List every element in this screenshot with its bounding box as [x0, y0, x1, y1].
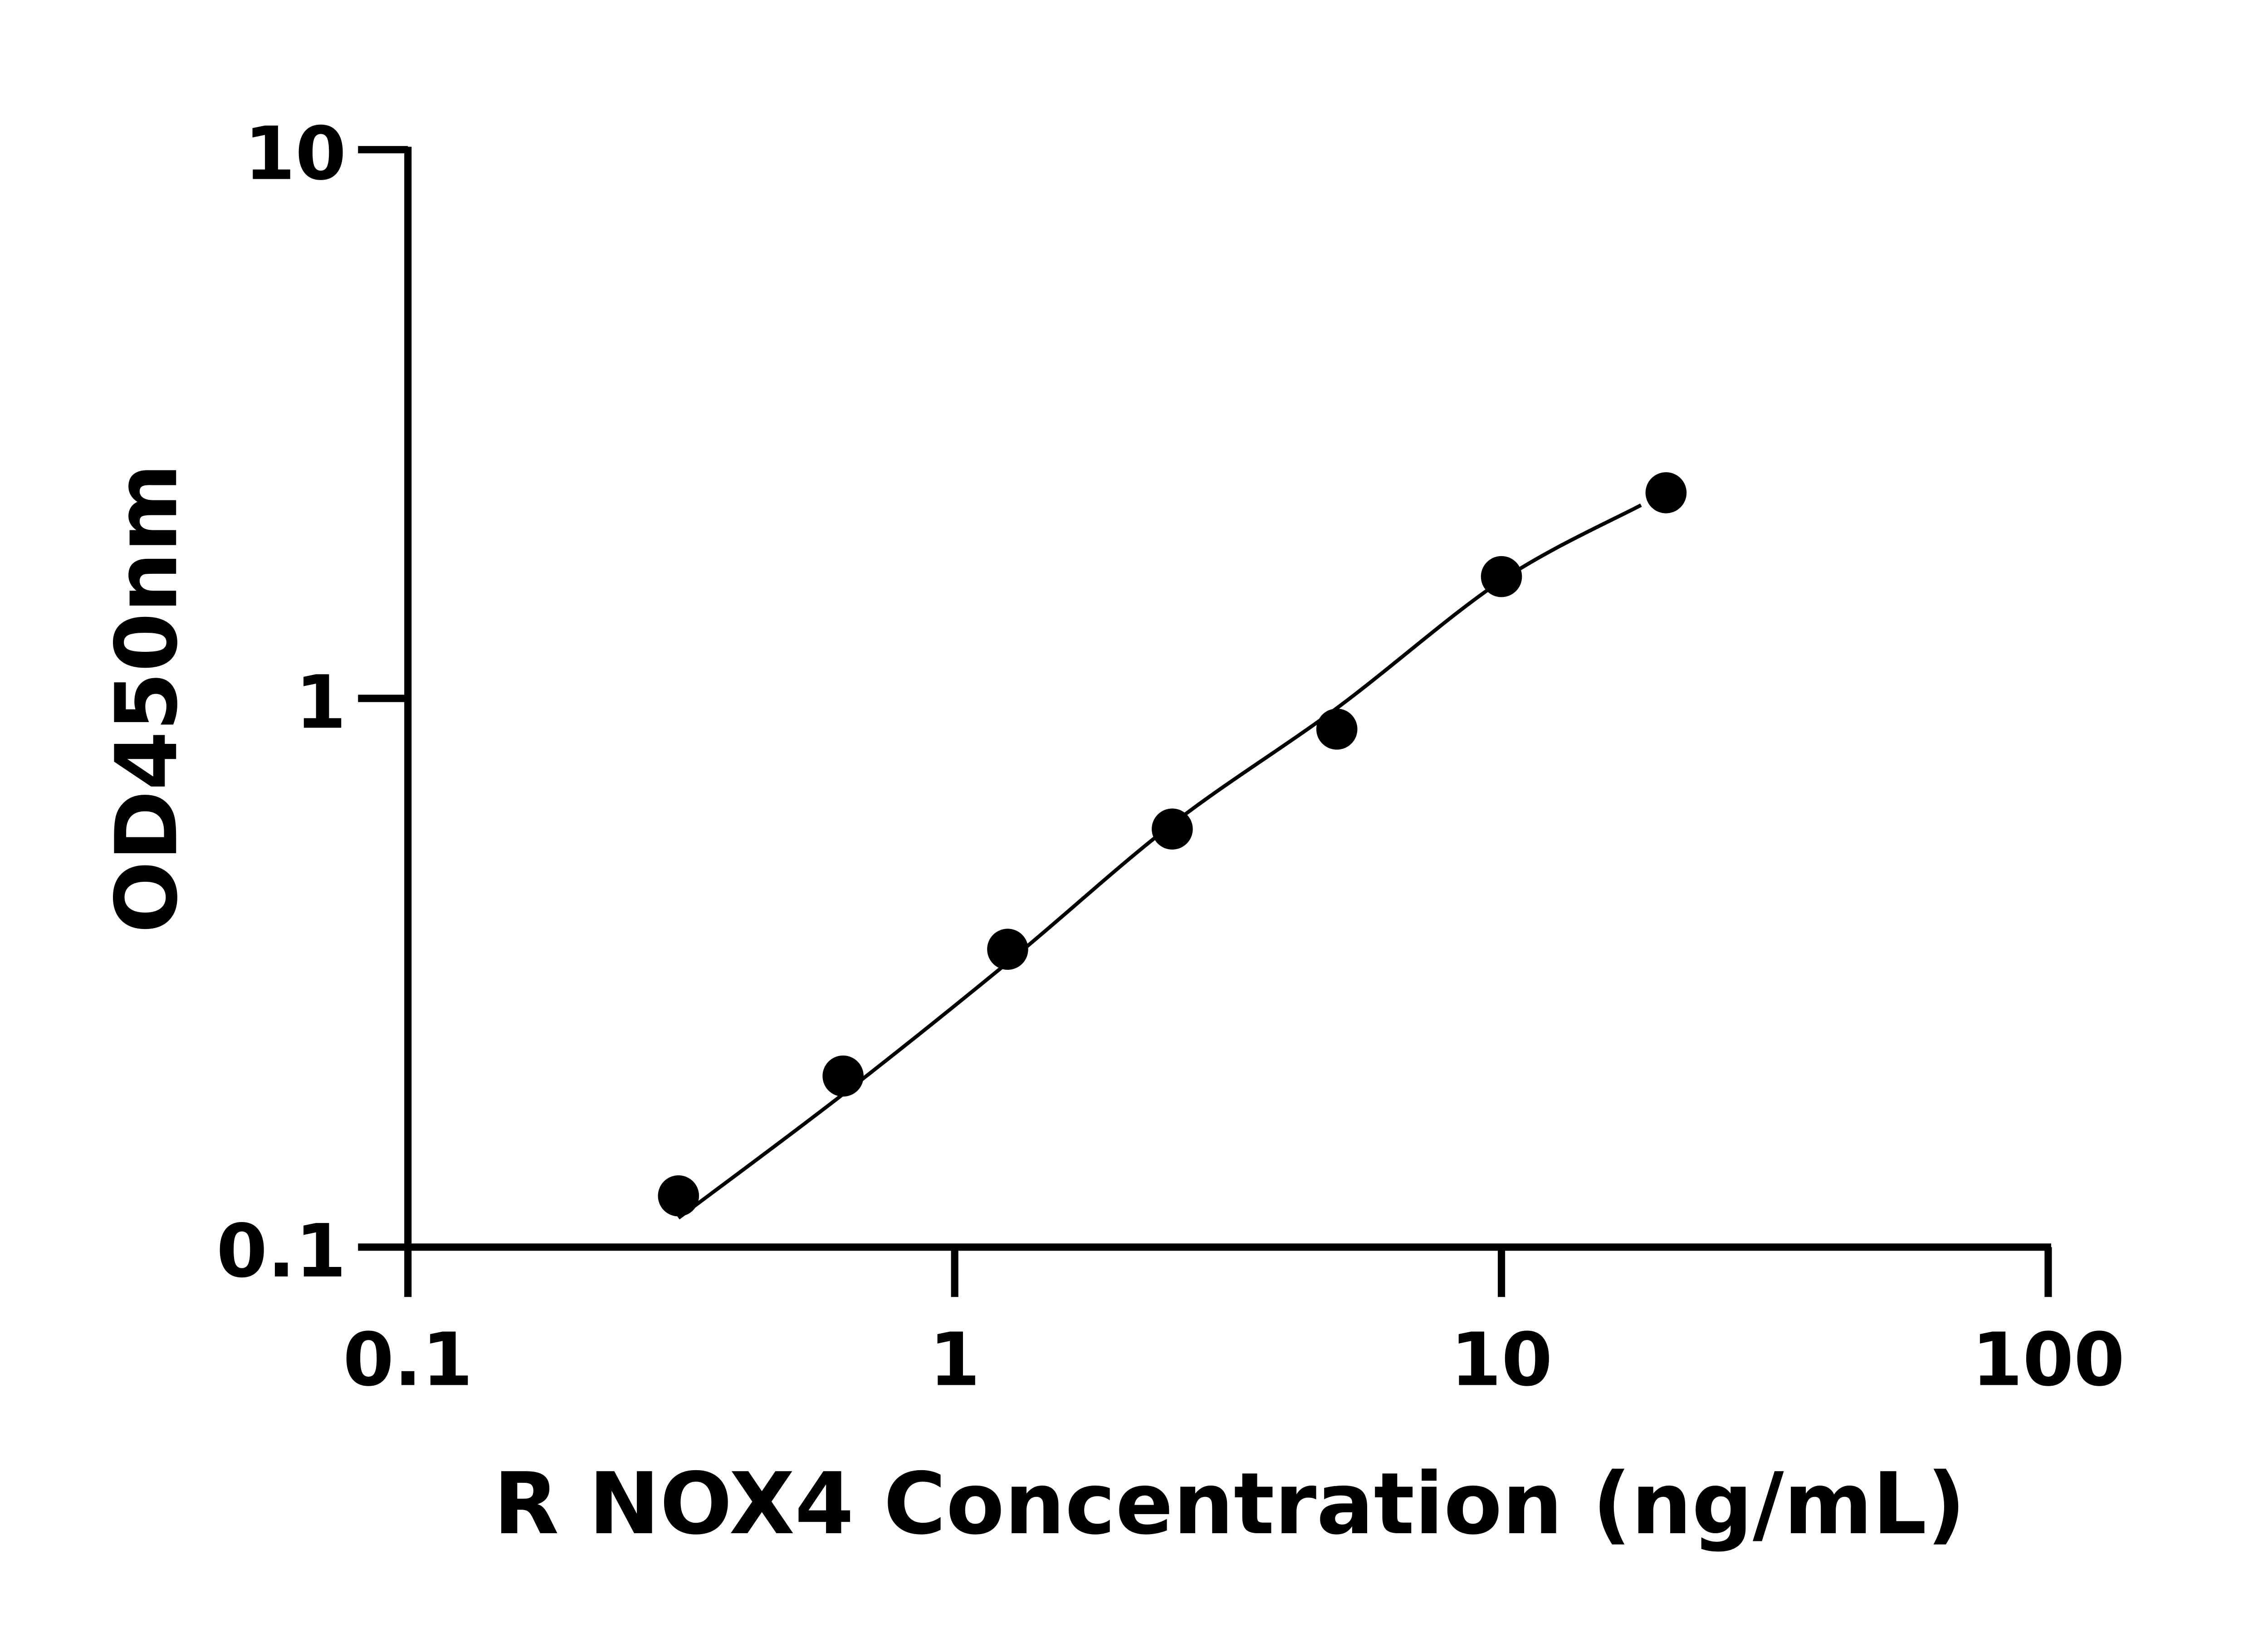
- x-axis-label: R NOX4 Concentration (ng/mL): [494, 1455, 1965, 1554]
- y-ticks: 0.1 1 10: [216, 112, 408, 1294]
- y-tick-label: 10: [244, 112, 346, 197]
- axes: [404, 147, 2051, 1251]
- data-points: [658, 472, 1687, 1217]
- data-point: [1645, 472, 1687, 513]
- x-tick-label: 1: [929, 1317, 980, 1403]
- data-point: [1316, 709, 1358, 750]
- data-point: [1481, 556, 1522, 597]
- data-point: [822, 1055, 864, 1097]
- data-point: [1152, 808, 1193, 850]
- y-tick-label: 0.1: [216, 1209, 346, 1294]
- x-ticks: 0.1 1 10 100: [343, 1247, 2125, 1403]
- data-point: [658, 1175, 699, 1217]
- x-tick-label: 0.1: [343, 1317, 473, 1403]
- fit-curve: [677, 504, 1642, 1220]
- data-point: [987, 929, 1028, 970]
- y-axis-label: OD450nm: [98, 464, 196, 934]
- y-tick-label: 1: [295, 660, 347, 745]
- x-tick-label: 10: [1451, 1317, 1553, 1403]
- x-tick-label: 100: [1972, 1317, 2125, 1403]
